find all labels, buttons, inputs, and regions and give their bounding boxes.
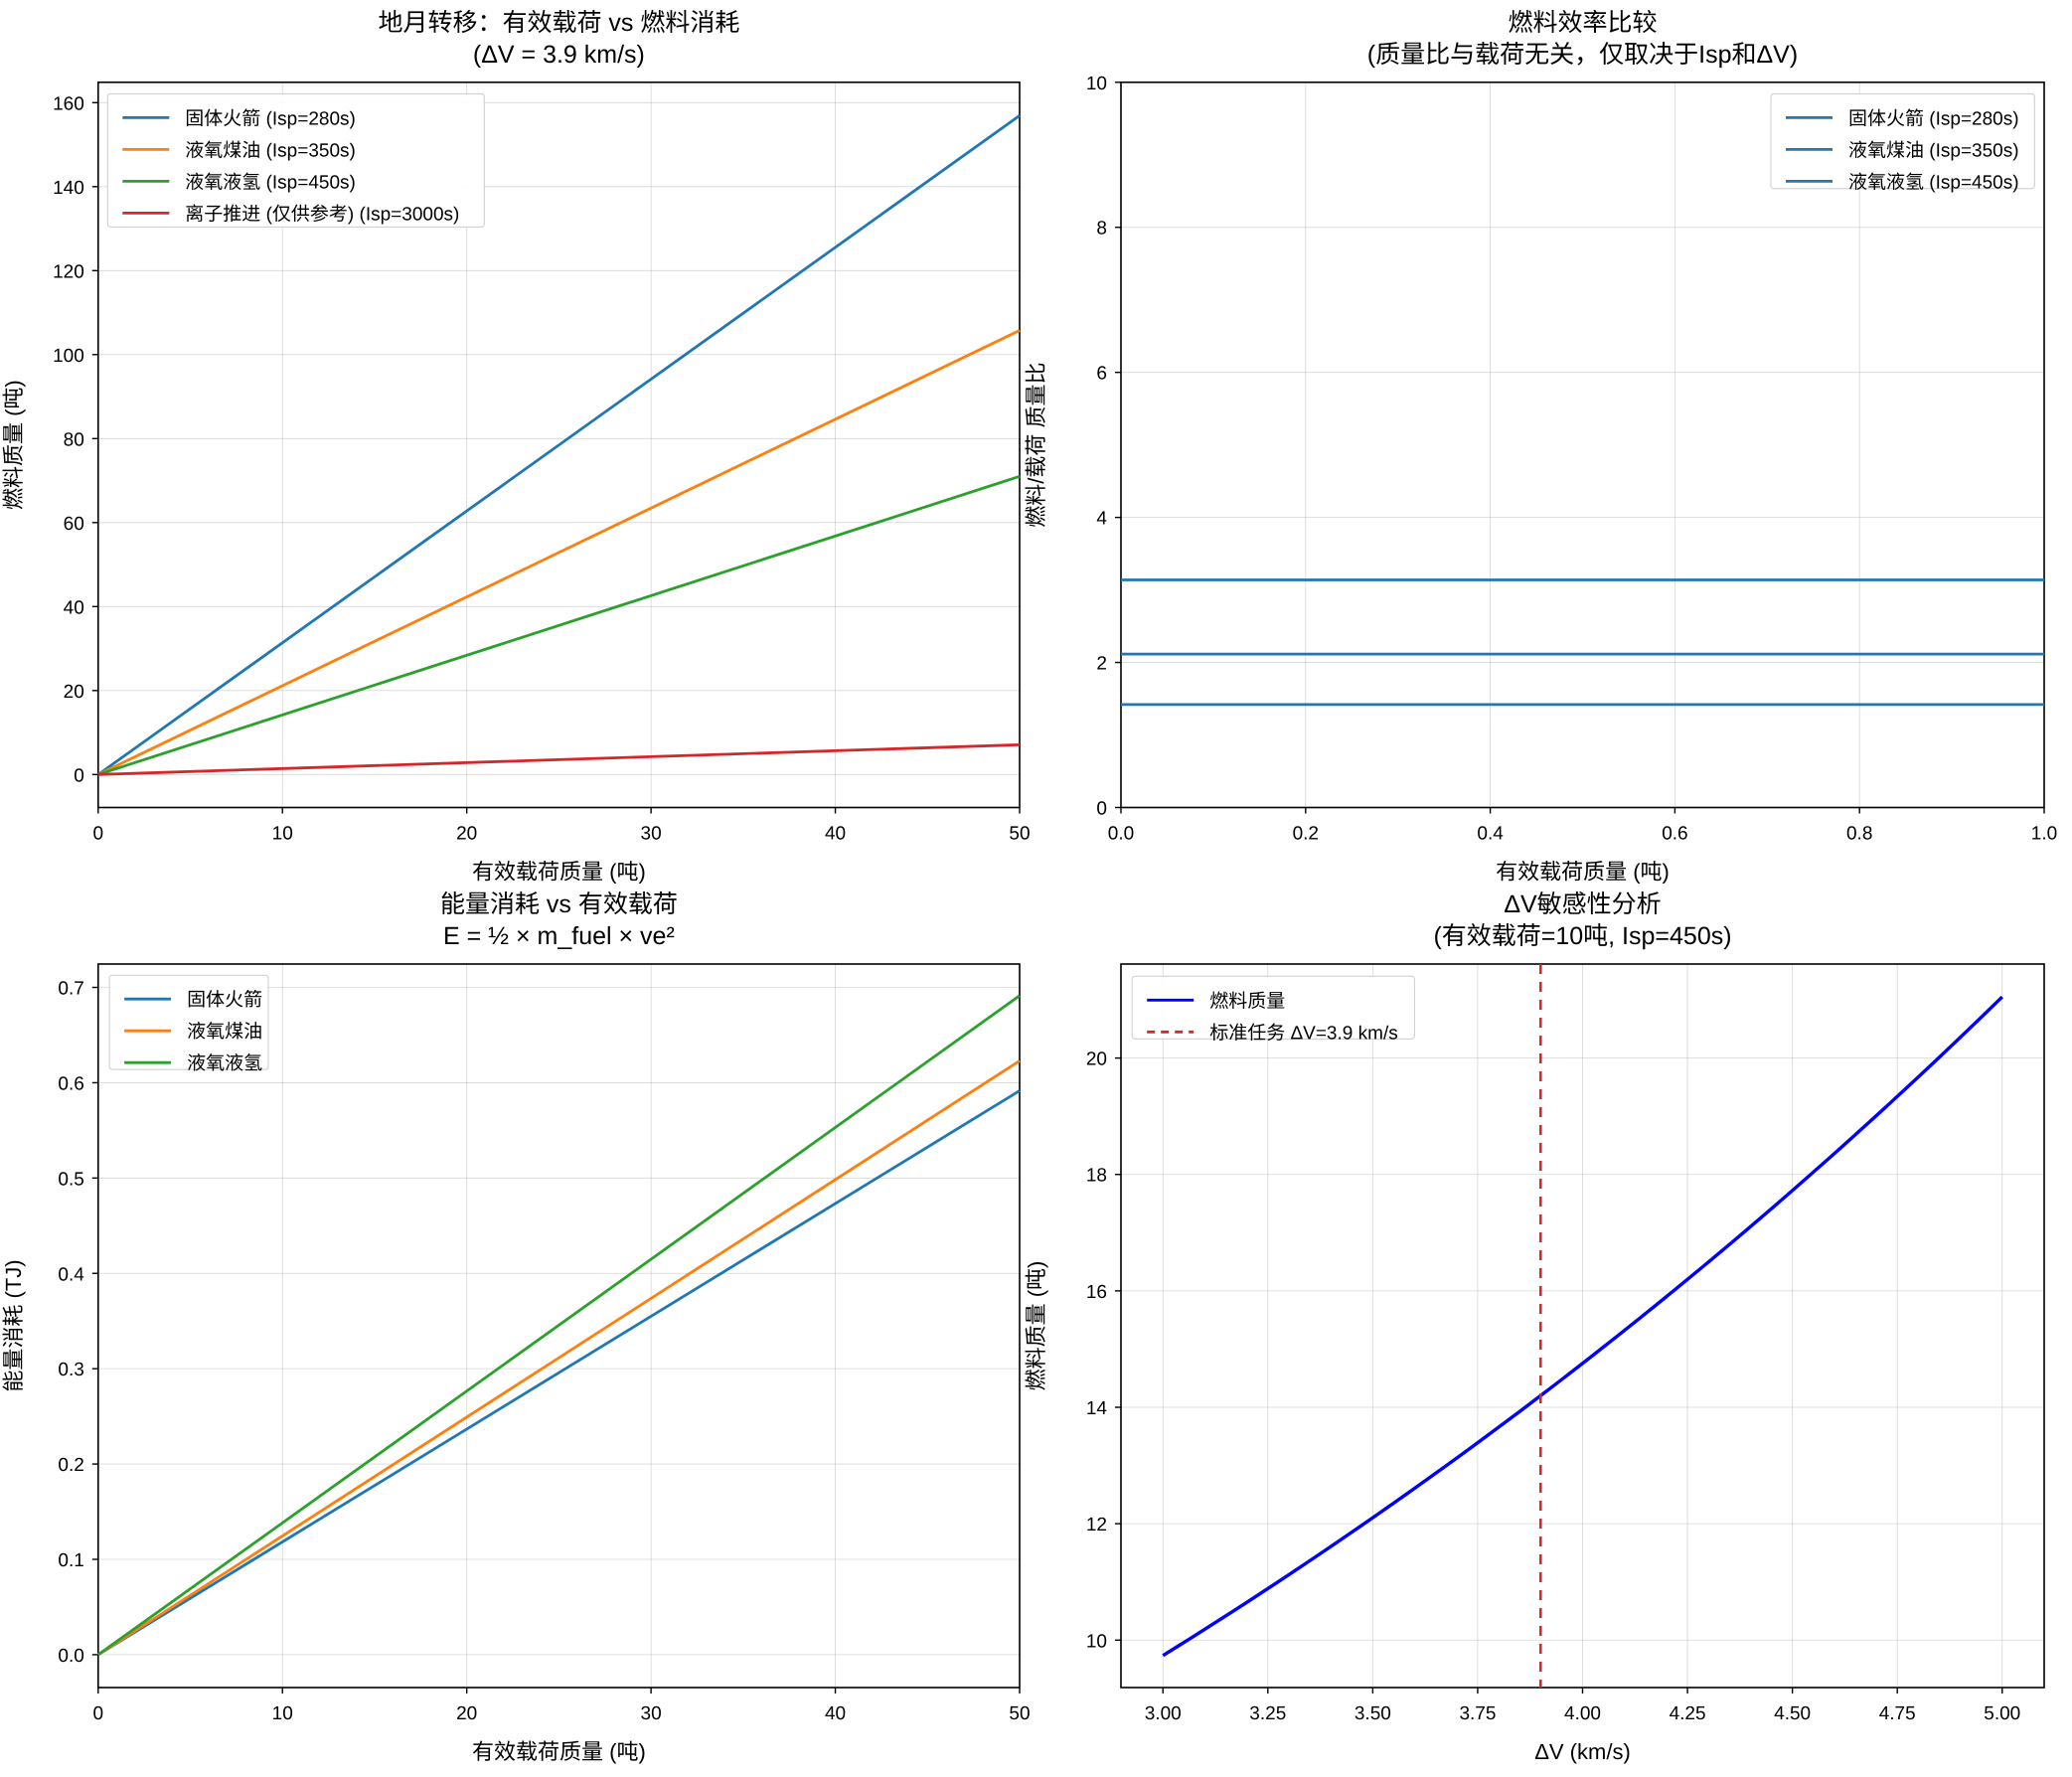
svg-text:0.0: 0.0 [58, 1646, 83, 1667]
svg-text:(有效载荷=10吨, Isp=450s): (有效载荷=10吨, Isp=450s) [1433, 922, 1731, 950]
svg-text:0.7: 0.7 [58, 979, 83, 1000]
svg-text:固体火箭 (Isp=280s): 固体火箭 (Isp=280s) [1848, 107, 2019, 129]
svg-text:3.50: 3.50 [1355, 1703, 1391, 1724]
svg-text:18: 18 [1086, 1166, 1107, 1187]
svg-text:40: 40 [825, 824, 846, 845]
svg-text:ΔV (km/s): ΔV (km/s) [1534, 1739, 1631, 1764]
svg-text:液氧液氢 (Isp=450s): 液氧液氢 (Isp=450s) [185, 171, 356, 193]
svg-text:液氧煤油 (Isp=350s): 液氧煤油 (Isp=350s) [185, 139, 356, 161]
svg-text:0.6: 0.6 [58, 1073, 83, 1094]
svg-text:4.50: 4.50 [1774, 1703, 1811, 1724]
svg-text:0.4: 0.4 [1477, 824, 1504, 845]
svg-text:0.8: 0.8 [1846, 824, 1872, 845]
svg-text:16: 16 [1086, 1282, 1107, 1303]
svg-text:0.6: 0.6 [1662, 824, 1687, 845]
svg-text:有效载荷质量 (吨): 有效载荷质量 (吨) [1496, 860, 1670, 885]
svg-text:燃料效率比较: 燃料效率比较 [1508, 9, 1657, 37]
svg-text:E = ½ × m_fuel × ve²: E = ½ × m_fuel × ve² [443, 922, 675, 950]
svg-text:固体火箭 (Isp=280s): 固体火箭 (Isp=280s) [185, 107, 356, 129]
svg-text:ΔV敏感性分析: ΔV敏感性分析 [1504, 890, 1661, 918]
svg-text:4.75: 4.75 [1879, 1703, 1916, 1724]
svg-text:20: 20 [64, 682, 84, 703]
svg-text:80: 80 [64, 429, 84, 450]
svg-text:40: 40 [64, 597, 84, 618]
svg-text:30: 30 [641, 1703, 662, 1724]
svg-text:固体火箭: 固体火箭 [187, 989, 262, 1011]
svg-text:10: 10 [1086, 1631, 1107, 1652]
svg-text:10: 10 [1086, 74, 1107, 94]
svg-text:30: 30 [641, 824, 662, 845]
svg-text:0: 0 [93, 824, 104, 845]
svg-text:液氧液氢 (Isp=450s): 液氧液氢 (Isp=450s) [1848, 171, 2019, 193]
svg-text:0.0: 0.0 [1108, 824, 1134, 845]
svg-text:0.3: 0.3 [58, 1360, 83, 1380]
svg-text:0.4: 0.4 [58, 1264, 84, 1285]
svg-text:0.2: 0.2 [1293, 824, 1319, 845]
svg-text:2: 2 [1096, 654, 1107, 675]
svg-text:20: 20 [456, 824, 477, 845]
svg-text:4.25: 4.25 [1670, 1703, 1706, 1724]
svg-text:10: 10 [272, 824, 293, 845]
svg-text:标准任务 ΔV=3.9 km/s: 标准任务 ΔV=3.9 km/s [1209, 1023, 1398, 1044]
svg-text:0: 0 [93, 1703, 104, 1724]
svg-text:3.25: 3.25 [1249, 1703, 1286, 1724]
svg-text:燃料质量: 燃料质量 [1209, 990, 1285, 1012]
svg-text:燃料质量 (吨): 燃料质量 (吨) [1024, 1261, 1048, 1391]
svg-text:能量消耗 (TJ): 能量消耗 (TJ) [1, 1259, 26, 1391]
svg-text:液氧煤油 (Isp=350s): 液氧煤油 (Isp=350s) [1848, 139, 2019, 161]
svg-text:0: 0 [1096, 799, 1107, 820]
svg-text:1.0: 1.0 [2031, 824, 2057, 845]
svg-text:5.00: 5.00 [1984, 1703, 2020, 1724]
svg-text:160: 160 [53, 93, 84, 114]
svg-text:有效载荷质量 (吨): 有效载荷质量 (吨) [472, 860, 646, 885]
svg-text:12: 12 [1086, 1515, 1107, 1535]
svg-text:0.5: 0.5 [58, 1169, 83, 1190]
svg-text:6: 6 [1096, 364, 1107, 385]
svg-text:燃料质量 (吨): 燃料质量 (吨) [1, 380, 26, 510]
svg-text:(ΔV = 3.9 km/s): (ΔV = 3.9 km/s) [473, 41, 645, 69]
svg-text:0: 0 [74, 765, 84, 786]
svg-text:地月转移：有效载荷 vs 燃料消耗: 地月转移：有效载荷 vs 燃料消耗 [378, 9, 739, 37]
svg-text:能量消耗 vs 有效载荷: 能量消耗 vs 有效载荷 [440, 890, 678, 918]
svg-text:140: 140 [53, 178, 84, 199]
svg-text:120: 120 [53, 261, 84, 282]
svg-text:3.00: 3.00 [1145, 1703, 1182, 1724]
svg-text:4: 4 [1096, 509, 1107, 530]
svg-text:50: 50 [1009, 824, 1030, 845]
svg-text:液氧煤油: 液氧煤油 [187, 1021, 262, 1043]
svg-text:60: 60 [64, 514, 84, 535]
svg-text:离子推进 (仅供参考) (Isp=3000s): 离子推进 (仅供参考) (Isp=3000s) [185, 203, 459, 225]
svg-text:20: 20 [1086, 1050, 1107, 1070]
svg-text:50: 50 [1009, 1703, 1030, 1724]
svg-text:4.00: 4.00 [1564, 1703, 1601, 1724]
svg-text:液氧液氢: 液氧液氢 [187, 1052, 262, 1074]
svg-text:(质量比与载荷无关，仅取决于Isp和ΔV): (质量比与载荷无关，仅取决于Isp和ΔV) [1367, 41, 1798, 69]
svg-text:燃料/载荷 质量比: 燃料/载荷 质量比 [1024, 363, 1048, 528]
svg-text:0.2: 0.2 [58, 1455, 83, 1476]
svg-text:40: 40 [825, 1703, 846, 1724]
svg-text:0.1: 0.1 [58, 1550, 83, 1571]
svg-text:8: 8 [1096, 219, 1107, 240]
svg-text:100: 100 [53, 346, 84, 367]
svg-text:10: 10 [272, 1703, 293, 1724]
svg-text:14: 14 [1086, 1398, 1108, 1419]
svg-text:20: 20 [456, 1703, 477, 1724]
svg-text:3.75: 3.75 [1459, 1703, 1496, 1724]
svg-text:有效载荷质量 (吨): 有效载荷质量 (吨) [472, 1739, 646, 1764]
